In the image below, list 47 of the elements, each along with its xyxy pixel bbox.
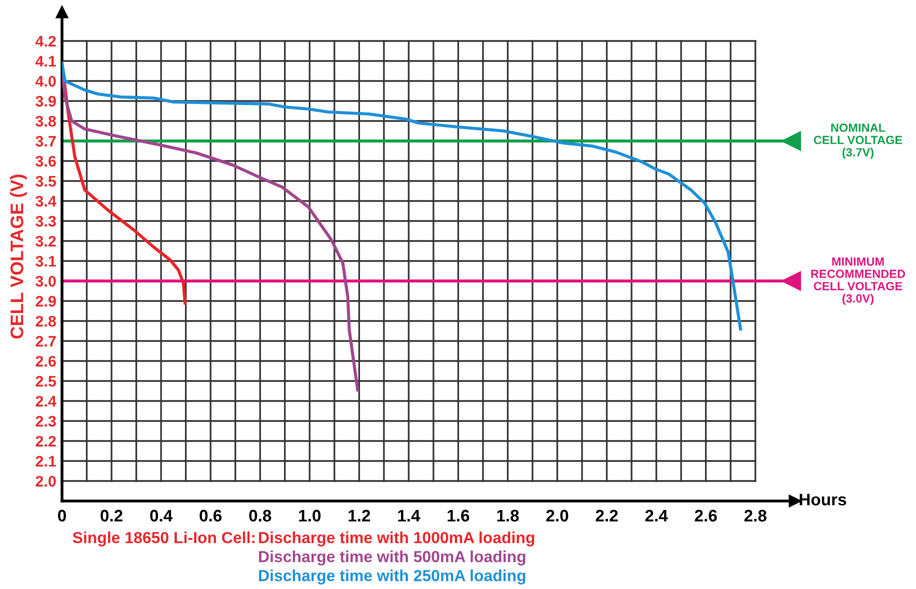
y-tick-label: 2.0: [36, 476, 56, 487]
x-tick-label: 1.2: [348, 510, 370, 522]
x-tick-label: 2.6: [694, 510, 717, 522]
y-tick-label: 2.6: [36, 356, 56, 367]
x-tick-label: 0.8: [249, 510, 272, 522]
y-axis-title: CELL VOLTAGE (V): [10, 174, 27, 339]
x-tick-label: 1.0: [299, 510, 321, 522]
y-tick-label: 3.5: [36, 176, 56, 187]
x-tick-label: 0.6: [200, 510, 222, 522]
x-tick-label: 1.6: [448, 510, 470, 522]
y-tick-label: 3.7: [36, 136, 56, 147]
text: Discharge time with 1000mA loading: [259, 532, 534, 546]
y-tick-label: 3.9: [36, 96, 56, 107]
y-tick-label: 2.9: [36, 296, 56, 307]
y-tick-label: 3.8: [36, 116, 56, 127]
y-tick-label: 3.2: [36, 236, 56, 247]
x-tick-label: 2.8: [744, 510, 766, 522]
x-tick-label: 1.4: [398, 510, 420, 522]
text: Discharge time with 500mA loading: [259, 550, 526, 566]
y-tick-label: 2.7: [36, 336, 56, 347]
y-tick-label: 3.0: [36, 276, 56, 287]
y-tick-label: 2.5: [36, 376, 56, 387]
ref-line-label: NOMINAL CELL VOLTAGE (3.7V): [814, 124, 902, 159]
ref-line-label: MINIMUM RECOMMENDED CELL VOLTAGE (3.0V): [811, 258, 906, 305]
x-tick-label: 1.8: [497, 510, 519, 522]
y-tick-label: 2.8: [36, 316, 56, 327]
y-tick-label: 3.1: [36, 256, 56, 267]
x-axis-title: Hours: [800, 494, 846, 506]
line-series: [62, 61, 742, 331]
y-tick-label: 3.4: [36, 196, 56, 207]
y-tick-label: 4.1: [35, 56, 56, 67]
y-tick-label: 2.2: [36, 436, 56, 447]
y-tick-label: 2.1: [36, 456, 56, 467]
x-tick-label: 0: [58, 510, 66, 522]
y-tick-label: 3.6: [36, 156, 56, 167]
text: Single 18650 Li-Ion Cell:: [72, 532, 254, 546]
x-tick-label: 2.4: [645, 510, 668, 522]
x-tick-label: 0.2: [100, 510, 122, 522]
y-tick-label: 4.2: [35, 36, 56, 47]
text: Discharge time with 250mA loading: [259, 570, 526, 584]
x-tick-label: 2.2: [596, 510, 618, 522]
y-tick-label: 2.4: [36, 396, 56, 407]
x-tick-label: 2.0: [546, 510, 568, 522]
y-tick-label: 3.3: [36, 216, 56, 227]
y-tick-label: 4.0: [35, 76, 56, 87]
x-tick-label: 0.4: [150, 510, 173, 522]
y-tick-label: 2.3: [36, 416, 56, 427]
